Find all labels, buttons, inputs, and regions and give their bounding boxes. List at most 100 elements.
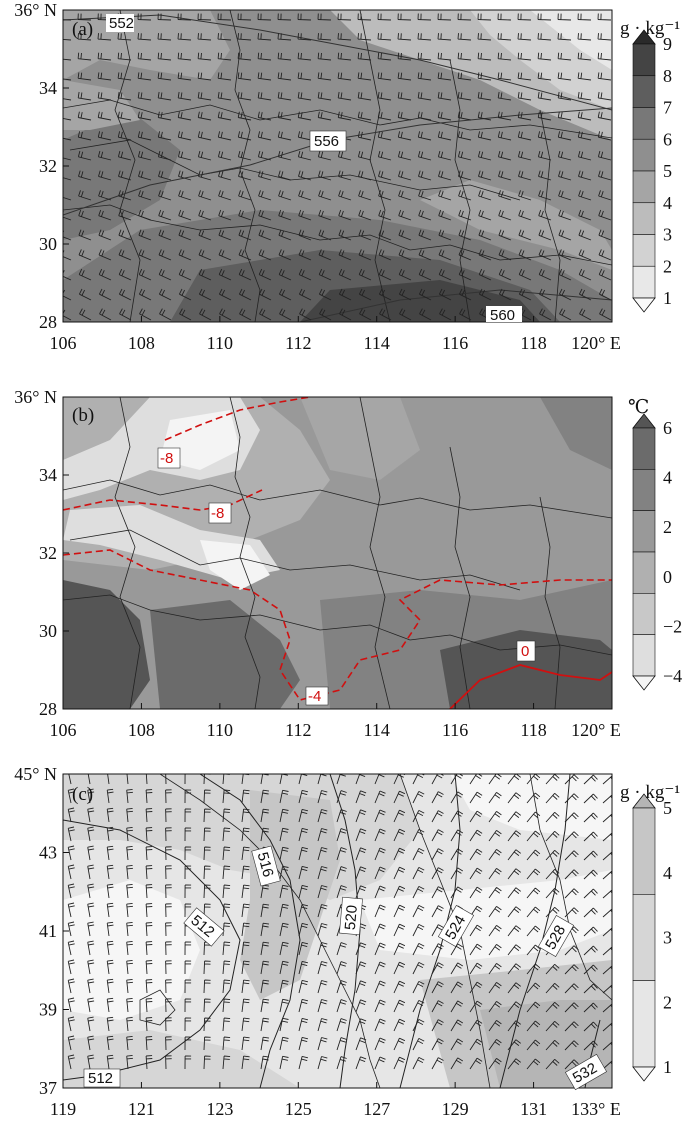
wind-barb [583,926,598,937]
wind-barb [469,791,483,804]
wind-barb [393,1037,406,1051]
wind-barb [558,249,572,261]
y-tick-label: 30 [39,234,57,254]
wind-barb [412,790,425,804]
wind-barb [106,1035,114,1051]
wind-barb [118,288,132,301]
wind-barb [477,131,492,141]
wind-barb [438,190,452,201]
wind-barb [298,1017,309,1032]
y-tick-label: 32 [39,543,57,563]
wind-barb [87,788,95,804]
wind-barb [431,981,444,994]
wind-barb [337,72,352,81]
panel-c-axes: 119 121 123 125 127 129 131 133° E 45° N 43 41 39 37 [14,764,621,1119]
wind-barb [177,52,192,61]
wind-barb [279,979,289,994]
wind-barb [87,774,91,785]
wind-barb [126,845,133,861]
wind-barb [165,884,172,899]
colorbar-level-label: 0 [663,567,672,587]
wind-barb [507,925,521,937]
wind-barb [497,150,512,161]
wind-barb [87,845,95,861]
wind-barb [260,960,270,975]
wind-barb [598,268,612,281]
wind-barb [537,72,552,81]
wind-barb [79,308,92,321]
wind-barb [157,52,172,61]
wind-barb [241,998,250,1013]
wind-barb [597,131,612,141]
wind-barb [577,111,592,121]
wind-barb [458,249,472,261]
wind-barb [545,811,560,823]
wind-barb [78,268,92,281]
wind-barb [374,961,386,975]
wind-barb [412,828,425,842]
wind-barb [317,91,332,101]
wind-barb [297,111,312,121]
wind-barb [337,111,352,121]
wind-barb [165,865,172,880]
wind-barb [279,922,289,937]
wind-barb [564,774,579,785]
wind-barb [241,960,250,975]
wind-barb [431,1019,444,1032]
wind-barb [317,942,328,956]
wind-barb [469,1019,483,1032]
x-tick-label: 120° E [571,333,621,353]
wind-barb [378,249,392,261]
wind-barb [557,150,572,161]
wind-barb [507,944,521,956]
wind-barb [379,308,392,321]
wind-barb [106,883,114,899]
wind-barb [602,946,612,956]
panel-b-label: (b) [72,405,94,426]
colorbar-bottom-arrow [632,675,656,691]
wind-barb [378,170,392,181]
wind-barb [239,308,252,321]
wind-barb [577,150,592,161]
wind-barb [106,788,114,804]
x-tick-label: 112 [285,333,311,353]
wind-barb [477,33,492,41]
x-tick-label: 116 [442,333,468,353]
wind-barb [145,941,153,956]
wind-barb [545,1001,560,1013]
wind-barb [412,961,425,975]
wind-barb [417,72,432,81]
wind-barb [458,190,472,201]
wind-barb [178,170,192,181]
svg-text:516: 516 [254,850,277,879]
wind-barb [336,774,346,785]
wind-barb [241,846,250,861]
wind-barb [437,33,452,41]
wind-barb [197,111,212,121]
colorbar-level-label: 5 [663,798,672,818]
wind-barb [279,308,292,321]
wind-barb [279,865,289,880]
wind-barb [277,91,292,101]
wind-barb [237,72,252,81]
wind-barb [67,997,75,1013]
wind-barb [106,826,114,842]
panel-a-contour-label-1: 552 [106,14,134,32]
colorbar-level-label: 6 [663,129,672,149]
wind-barb [184,903,192,918]
wind-barb [107,774,111,785]
wind-barb [260,941,270,956]
wind-barb [518,288,532,301]
wind-barb [237,91,252,101]
wind-barb [538,170,552,181]
wind-barb [317,923,328,937]
wind-barb [145,979,153,994]
wind-barb [106,902,114,918]
panel-b: (b) -8 -8 -4 0 106 108 110 112 114 116 118 120°… [14,387,682,740]
panel-a: (a) 552 556 560 106 108 110 112 114 116 118 120… [14,0,680,353]
panel-a-label: (a) [72,19,93,40]
wind-barb [203,789,211,804]
wind-barb [179,308,192,321]
wind-barb [184,774,192,785]
wind-barb [526,868,541,880]
